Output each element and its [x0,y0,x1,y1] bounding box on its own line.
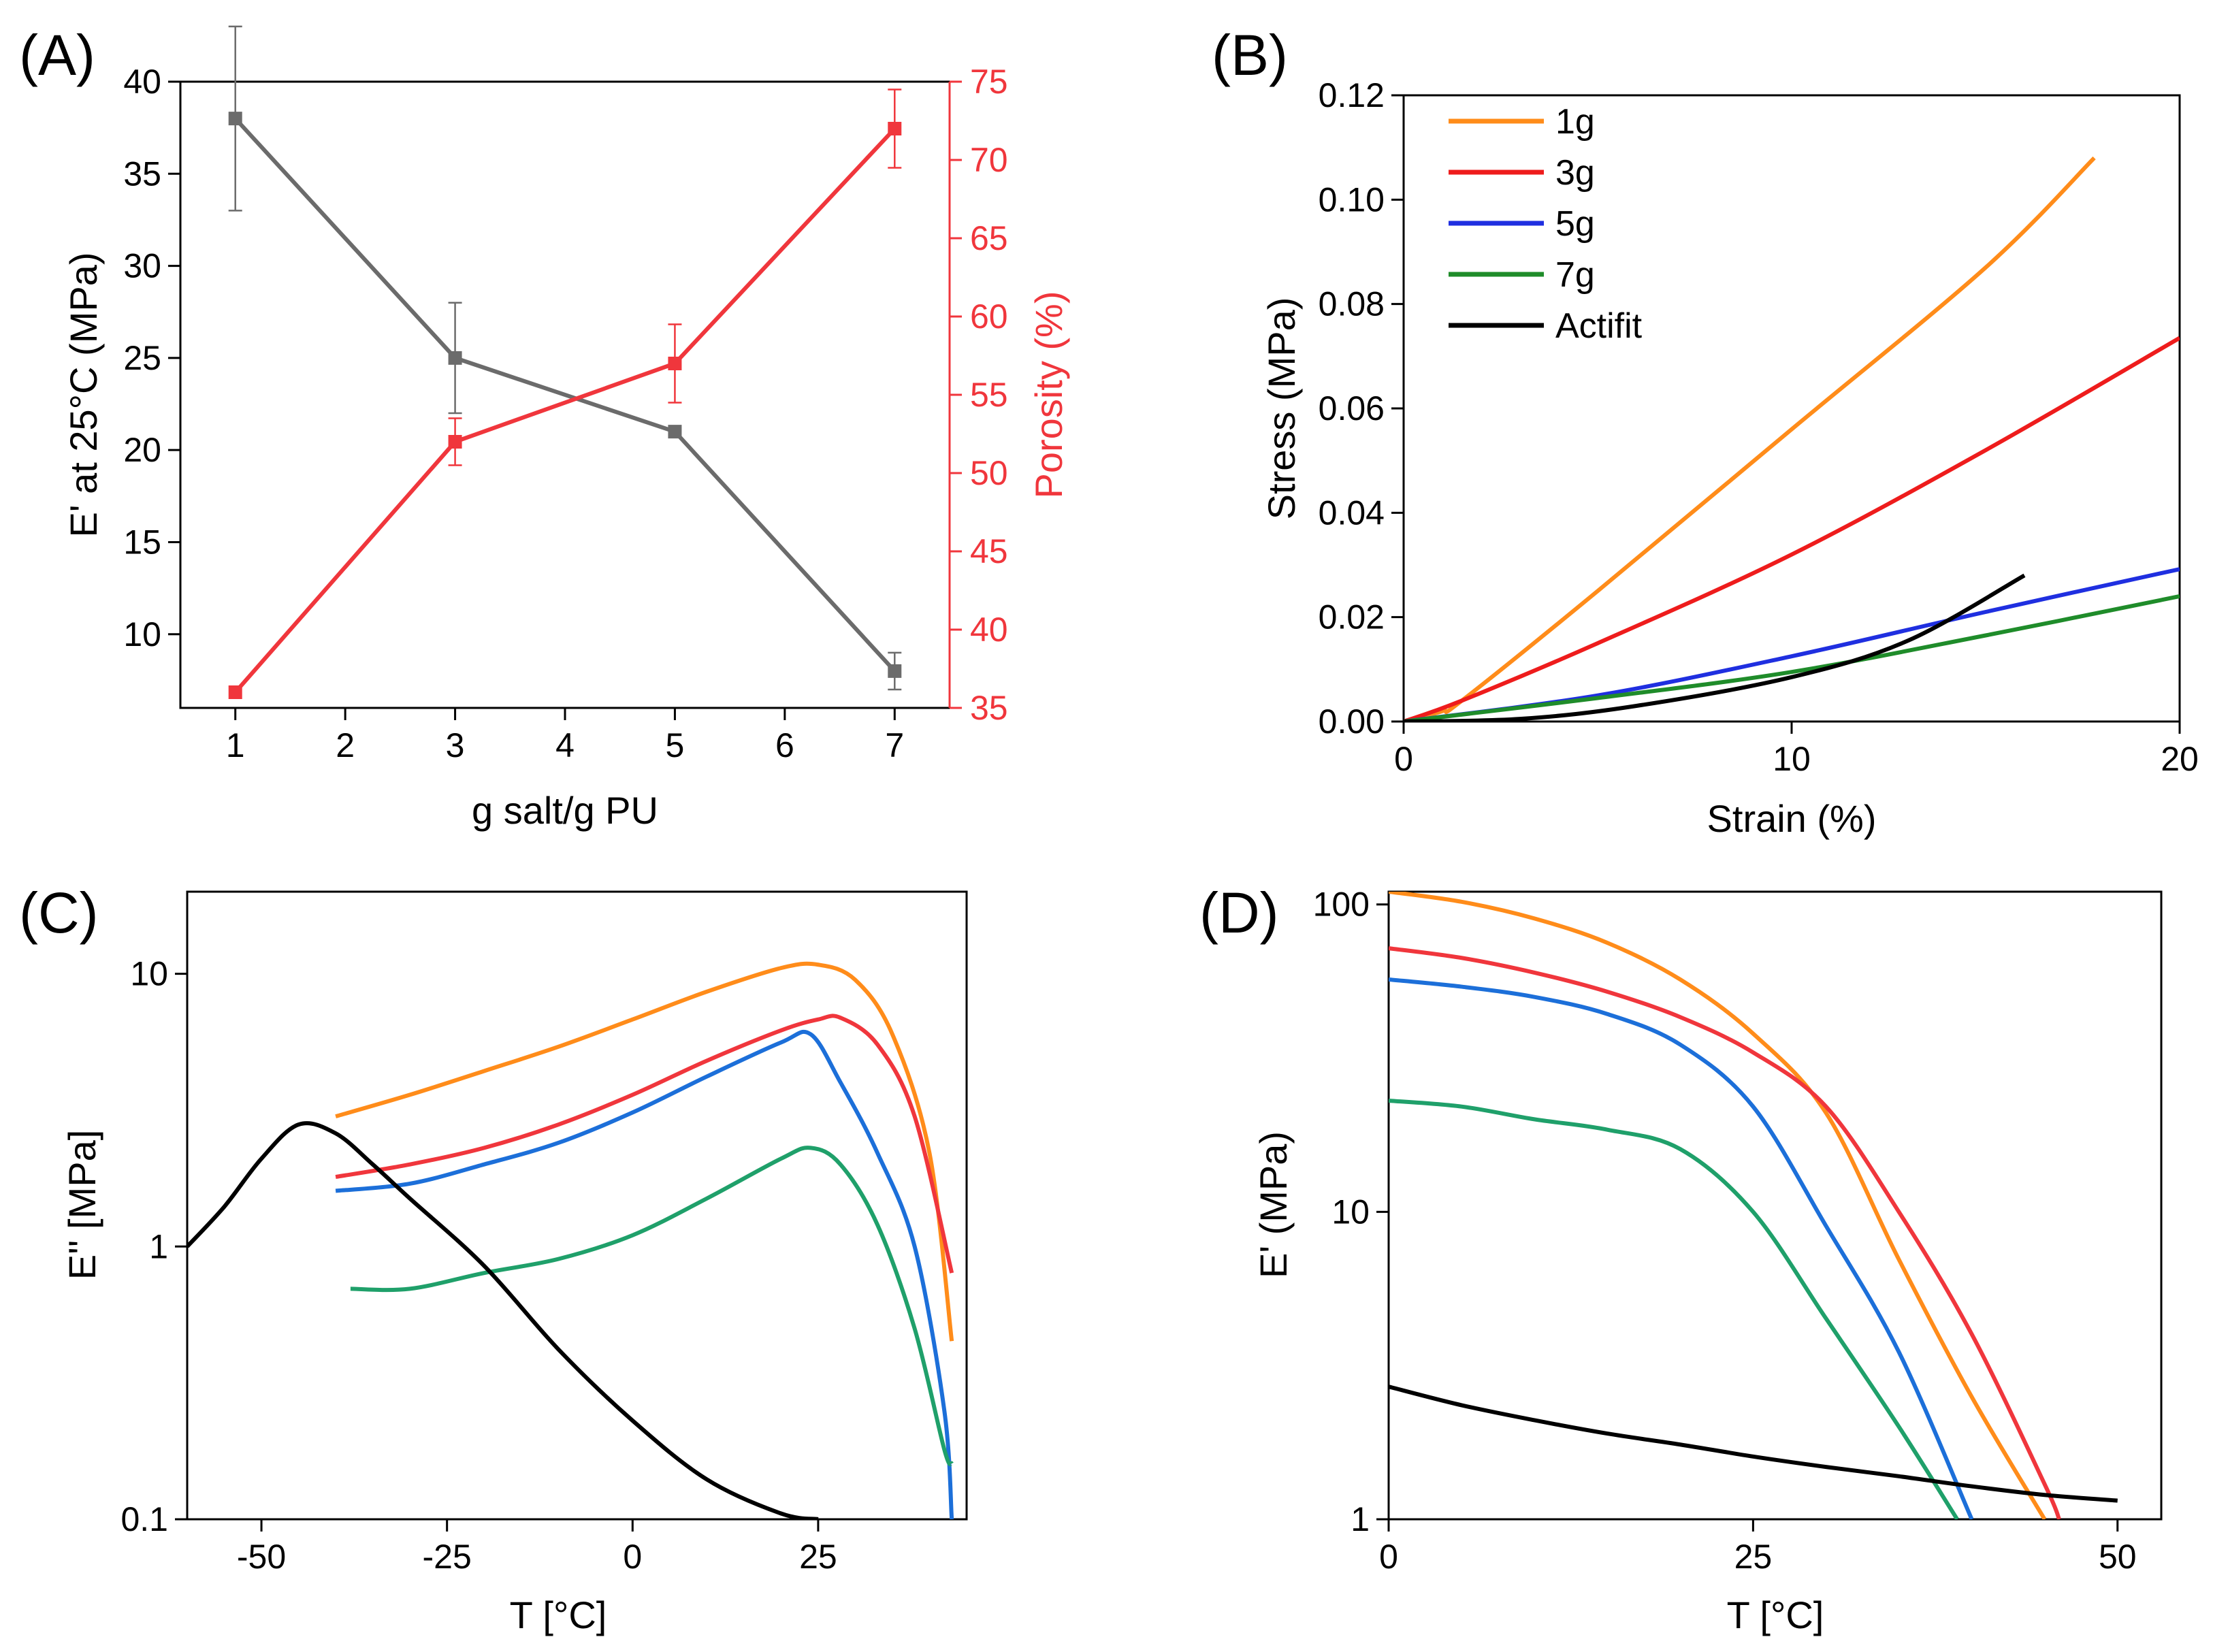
y2-tick-label: 55 [970,376,1008,414]
x-tick-label: 0 [1394,740,1413,778]
panel-a-label: (A) [19,23,95,87]
x-tick-label: 0 [623,1538,642,1576]
y2-tick-label: 45 [970,532,1008,570]
y2-tick-label: 40 [970,611,1008,649]
legend-label: 7g [1555,255,1595,295]
data-point [448,435,462,449]
series-line-5g [1404,567,2180,722]
panel-c-y-axis-title: E'' [MPa] [61,1130,103,1280]
panel-d-x-axis-title: T [°C] [1727,1593,1824,1636]
x-tick-label: 25 [799,1538,837,1576]
x-tick-label: 20 [2161,740,2199,778]
series-line-modulus [233,117,896,673]
panel-c-label: (C) [19,881,99,945]
x-tick-label: 10 [1773,740,1811,778]
y-tick-label: 20 [123,431,161,469]
x-tick-label: 25 [1734,1538,1773,1576]
y-tick-label: 100 [1313,886,1370,924]
panel-c-frame [186,890,968,1521]
x-tick-label: -50 [237,1538,286,1576]
panel-a-y-axis-title: E' at 25°C (MPa) [62,253,105,538]
y-tick-label: 25 [123,339,161,377]
series-line-7g [1404,594,2180,722]
x-tick-label: 3 [446,726,465,764]
legend-label: 3g [1555,153,1595,193]
y-tick-label: 30 [123,247,161,285]
y-tick-label: 0.1 [120,1500,168,1538]
x-tick-label: 6 [775,726,794,764]
y-tick-label: 0.00 [1319,702,1385,741]
x-tick-label: 5 [666,726,685,764]
data-point [448,351,462,365]
series-line-actifit [1404,573,2026,722]
y-tick-label: 0.06 [1319,389,1385,427]
y-tick-label: 40 [123,63,161,101]
series-line-7g [350,1146,954,1467]
panel-d-y-axis-title: E' (MPa) [1252,1131,1295,1278]
panel-a-y2-axis-title: Porosity (%) [1027,291,1070,499]
x-tick-label: 1 [226,726,245,764]
y-tick-label: 1 [1351,1500,1370,1538]
panel-b-x-axis-title: Strain (%) [1707,797,1877,840]
data-point [888,664,902,678]
y2-tick-label: 70 [970,141,1008,179]
panel-d: (D) T [°C] E' (MPa) 0 25 50 1 10 100 [1199,881,2163,1636]
y-tick-label: 10 [130,955,168,993]
panel-b-label: (B) [1212,23,1288,87]
x-tick-label: 50 [2099,1538,2137,1576]
series-line-actifit [1389,1384,2118,1503]
panel-d-frame [1387,890,2163,1521]
y-tick-label: 0.10 [1319,180,1385,218]
y2-tick-label: 60 [970,297,1008,336]
data-point [668,425,682,439]
panel-b-y-axis-title: Stress (MPa) [1260,297,1303,520]
legend-label: 1g [1555,102,1595,142]
y-tick-label: 10 [123,615,161,653]
panel-b: (B) Strain (%) Stress (MPa) 0 10 20 0.00 0.0… [1212,23,2199,840]
y-tick-label: 10 [1331,1193,1370,1231]
y2-tick-label: 35 [970,689,1008,727]
y2-tick-label: 65 [970,219,1008,257]
panel-c: (C) T [°C] E'' [MPa] -50 -25 0 25 0.1 1 10 [19,881,968,1636]
x-tick-label: 7 [885,726,904,764]
series-line-3g [1404,336,2180,722]
data-point [668,357,682,370]
y-tick-label: 15 [123,523,161,561]
y2-tick-label: 75 [970,63,1008,101]
series-line-3g [1389,946,2061,1519]
data-point [228,685,242,699]
series-line-5g [335,1029,954,1519]
x-tick-label: -25 [423,1538,472,1576]
y-tick-label: 35 [123,155,161,193]
series-line-1g [1389,892,2047,1519]
x-tick-label: 2 [336,726,355,764]
panel-a: (A) g salt/g PU E' at 25°C (MPa) Porosit… [19,23,1070,832]
panel-d-label: (D) [1199,881,1279,945]
legend: 1g 3g 5g 7g Actifit [1449,102,1643,346]
y-tick-label: 0.12 [1319,76,1385,114]
y-tick-label: 0.04 [1319,493,1385,532]
series-line-3g [335,1014,954,1274]
series-line-1g [335,961,954,1342]
series-line-actifit [187,1121,819,1519]
series-line-5g [1389,977,1974,1519]
legend-label: 5g [1555,204,1595,244]
y-tick-label: 1 [149,1227,168,1265]
x-tick-label: 0 [1379,1538,1398,1576]
legend-label: Actifit [1555,306,1643,346]
y2-tick-label: 50 [970,454,1008,492]
series-line-7g [1389,1098,1959,1519]
data-point [228,112,242,126]
panel-a-x-axis-title: g salt/g PU [472,789,658,832]
x-tick-label: 4 [555,726,575,764]
y-tick-label: 0.08 [1319,285,1385,323]
data-point [888,122,902,135]
series-line-porosity [233,127,896,694]
series-line-1g [1404,156,2096,722]
panel-c-x-axis-title: T [°C] [510,1593,607,1636]
y-tick-label: 0.02 [1319,598,1385,636]
